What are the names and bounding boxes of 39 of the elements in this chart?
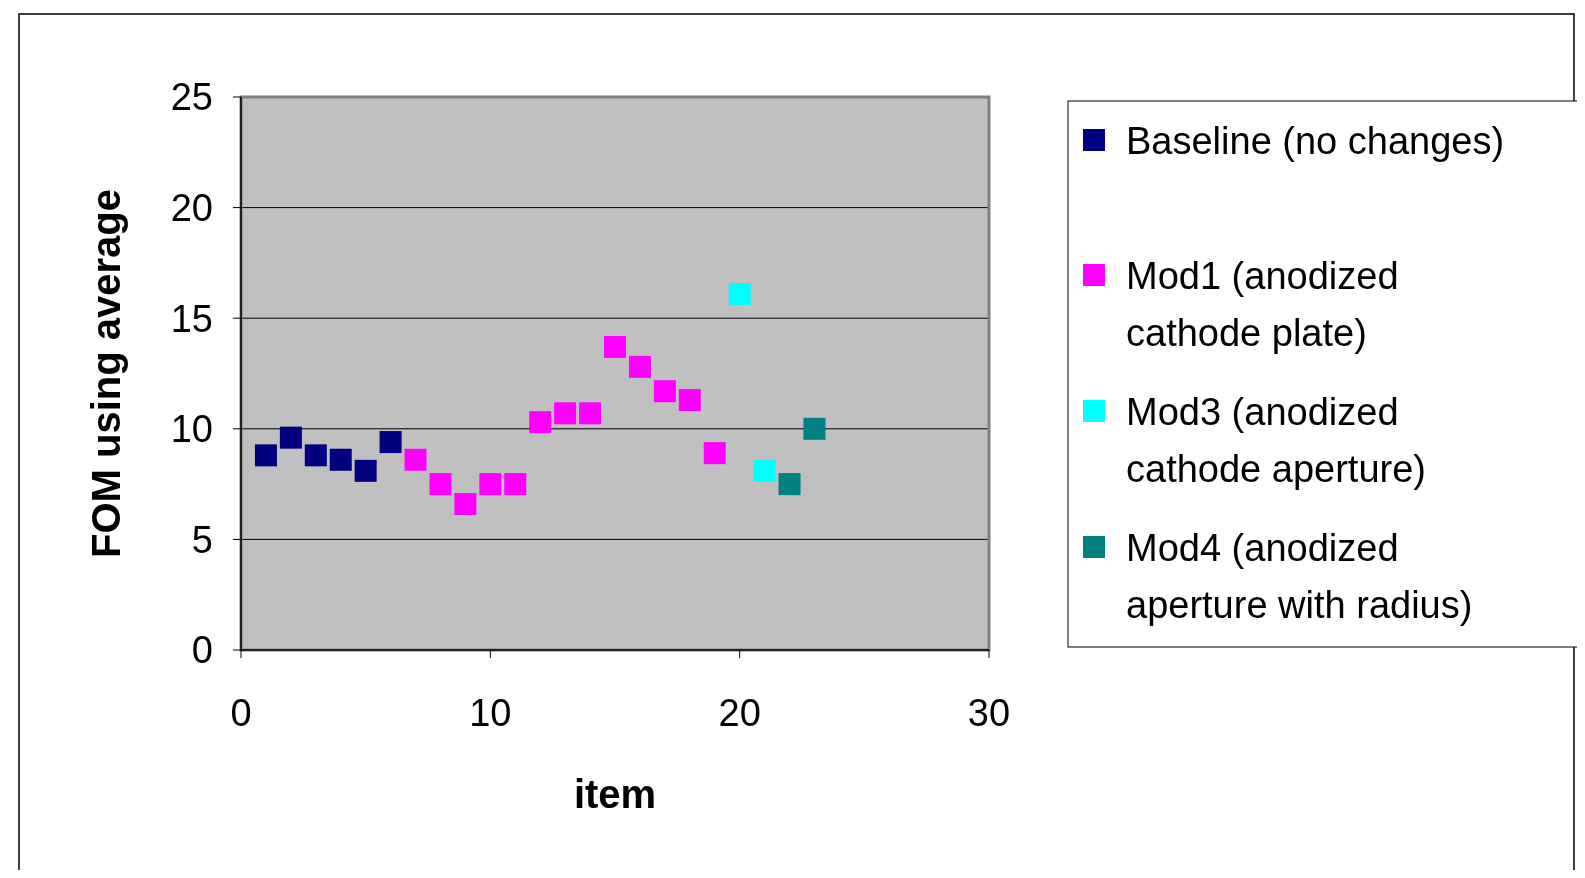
point <box>429 473 452 496</box>
point <box>404 448 427 471</box>
point <box>579 402 602 425</box>
y-tick-label: 25 <box>170 76 213 119</box>
legend-label: Mod1 (anodized cathode plate) <box>1126 255 1399 354</box>
point <box>653 380 676 403</box>
point <box>803 417 826 440</box>
y-axis-title: FOM using average <box>84 189 128 558</box>
point <box>529 411 552 434</box>
point <box>454 493 477 516</box>
y-tick-label: 20 <box>170 186 213 229</box>
y-tick-label: 10 <box>170 408 213 451</box>
y-tick-label: 0 <box>191 629 213 672</box>
point <box>379 431 402 454</box>
x-tick-label: 10 <box>469 692 512 734</box>
point <box>604 335 626 358</box>
x-tick-label: 30 <box>967 692 1011 734</box>
point <box>778 473 801 496</box>
point <box>329 448 352 471</box>
point <box>354 459 377 482</box>
legend-label: Baseline (no changes) <box>1126 120 1505 162</box>
legend-label: Mod4 (anodized aperture with radius) <box>1126 527 1473 626</box>
point <box>554 402 577 425</box>
point <box>628 355 651 378</box>
x-axis-title: item <box>573 772 657 816</box>
x-tick-label: 20 <box>718 692 761 734</box>
legend-label: Mod3 (anodized cathode aperture) <box>1126 391 1426 490</box>
point <box>678 389 701 412</box>
point <box>504 473 527 496</box>
point <box>753 459 776 482</box>
point <box>728 282 751 305</box>
x-tick-label: 0 <box>230 692 252 734</box>
y-tick-label: 5 <box>191 518 213 561</box>
point <box>279 426 302 449</box>
point <box>703 442 726 465</box>
point <box>479 473 502 496</box>
point <box>254 444 277 467</box>
point <box>304 444 327 467</box>
y-tick-label: 15 <box>170 297 213 340</box>
